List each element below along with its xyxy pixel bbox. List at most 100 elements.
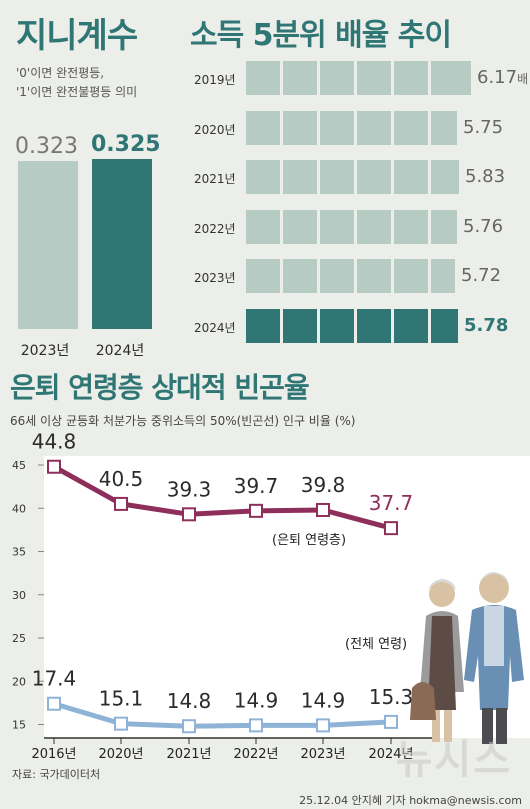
poverty-title: 은퇴 연령층 상대적 빈곤율: [10, 371, 310, 404]
quintile-bar-cell: [246, 160, 280, 194]
data-point-marker: [182, 507, 196, 522]
x-tick-label: 2023년: [300, 747, 345, 762]
y-tick-label: 45: [12, 459, 26, 472]
gini-year-2024: 2024년: [95, 343, 145, 359]
data-value-label: 14.8: [167, 689, 212, 713]
data-point-marker: [384, 521, 398, 536]
quintile-bar-partial: [431, 61, 471, 95]
y-tick-label: 40: [12, 502, 26, 515]
credit-line: 25.12.04 안지혜 기자 hokma@newsis.com: [299, 794, 522, 807]
data-point-marker: [114, 716, 128, 731]
x-tick-label: 2022년: [233, 747, 278, 762]
quintile-year-label: 2022년: [194, 221, 236, 236]
quintile-bar-partial: [431, 209, 457, 244]
quintile-year-label: 2023년: [194, 271, 236, 285]
quintile-unit: 배: [517, 72, 529, 86]
quintile-bar-cell: [283, 209, 317, 244]
quintile-bar-cell: [357, 61, 391, 95]
data-value-label: 14.9: [234, 688, 279, 712]
quintile-bar-cell: [394, 209, 428, 244]
y-tick-label: 15: [12, 719, 26, 732]
data-value-label: 14.9: [301, 688, 346, 712]
quintile-year-label: 2024년: [194, 320, 236, 335]
quintile-bar-cell: [246, 308, 280, 343]
data-value-label: 39.7: [234, 474, 279, 498]
quintile-bar-cell: [394, 160, 428, 194]
series-line: [52, 464, 392, 531]
data-value-label: 15.1: [99, 687, 144, 711]
gini-value-2023: 0.323: [15, 134, 78, 159]
quintile-bar-cell: [320, 160, 354, 194]
quintile-value-label: 5.75: [463, 116, 504, 138]
data-point-marker: [114, 496, 128, 511]
quintile-year-label: 2020년: [194, 122, 236, 137]
gini-note-line1: '0'이면 완전평등,: [16, 66, 105, 80]
gini-title: 지니계수: [16, 16, 138, 56]
quintile-bar-cell: [394, 308, 428, 343]
quintile-bar-cell: [320, 61, 354, 95]
quintile-bar-cell: [357, 259, 391, 293]
quintile-bar-cell: [246, 209, 280, 244]
quintile-bar-cell: [394, 259, 428, 293]
data-point-marker: [249, 503, 263, 518]
y-tick-label: 35: [12, 546, 26, 559]
quintile-value-label: 5.83: [465, 166, 506, 187]
quintile-bar-cell: [394, 110, 428, 145]
data-value-label: 40.5: [99, 467, 144, 491]
data-value-label: 44.8: [32, 430, 77, 454]
source-note: 자료: 국가데이터처: [12, 768, 101, 781]
data-value-label: 17.4: [32, 667, 77, 691]
data-point-marker: [249, 718, 263, 733]
poverty-subtitle: 66세 이상 균등화 처분가능 중위소득의 50%(빈곤선) 인구 비율 (%): [10, 414, 356, 428]
quintile-value-label: 5.72: [461, 265, 502, 286]
quintile-bar-cell: [320, 308, 354, 343]
quintile-bar-cell: [283, 160, 317, 194]
quintile-bar-cell: [283, 61, 317, 95]
quintile-bar-cell: [246, 110, 280, 145]
y-tick-label: 30: [12, 589, 26, 602]
quintile-bar-cell: [320, 209, 354, 244]
data-value-label: 39.8: [301, 473, 346, 497]
y-tick-label: 20: [12, 675, 26, 688]
data-value-label: 39.3: [167, 477, 212, 501]
quintile-value-label: 5.76: [463, 215, 504, 237]
quintile-bar-partial: [431, 308, 458, 343]
gini-bar-2024: [92, 159, 152, 329]
quintile-bar-cell: [246, 259, 280, 293]
quintile-title: 소득 5분위 배율 추이: [190, 18, 452, 53]
x-tick-label: 2021년: [166, 747, 211, 762]
quintile-bar-partial: [431, 160, 459, 194]
quintile-value-label: 5.78: [464, 314, 509, 336]
data-value-label: 15.3: [369, 685, 414, 709]
quintile-bar-cell: [320, 110, 354, 145]
quintile-value-label: 6.17배: [477, 67, 529, 88]
quintile-bar-partial: [431, 259, 455, 293]
series-label-retired: (은퇴 연령층): [272, 533, 346, 548]
quintile-year-label: 2019년: [194, 73, 236, 87]
data-point-marker: [316, 718, 330, 733]
series-line: [53, 701, 392, 729]
data-point-marker: [384, 714, 398, 729]
data-value-label: 37.7: [369, 491, 414, 515]
data-point-marker: [316, 502, 330, 517]
quintile-bar-cell: [357, 308, 391, 343]
quintile-bar-cell: [394, 61, 428, 95]
quintile-bar-cell: [246, 61, 280, 95]
quintile-bar-cell: [320, 259, 354, 293]
quintile-bar-cell: [283, 110, 317, 145]
y-tick-label: 25: [12, 632, 26, 645]
quintile-bar-cell: [357, 160, 391, 194]
quintile-bar-cell: [283, 259, 317, 293]
quintile-bar-cell: [283, 308, 317, 343]
gini-bar-2023: [18, 161, 78, 329]
news-watermark: 뉴시스: [395, 737, 512, 783]
gini-value-2024: 0.325: [91, 132, 161, 157]
data-point-marker: [182, 719, 196, 734]
gini-year-2023: 2023년: [20, 343, 70, 359]
x-tick-label: 2016년: [31, 747, 76, 762]
x-tick-label: 2020년: [98, 747, 143, 762]
quintile-bar-cell: [357, 110, 391, 145]
data-point-marker: [47, 459, 61, 474]
quintile-year-label: 2021년: [194, 172, 236, 186]
